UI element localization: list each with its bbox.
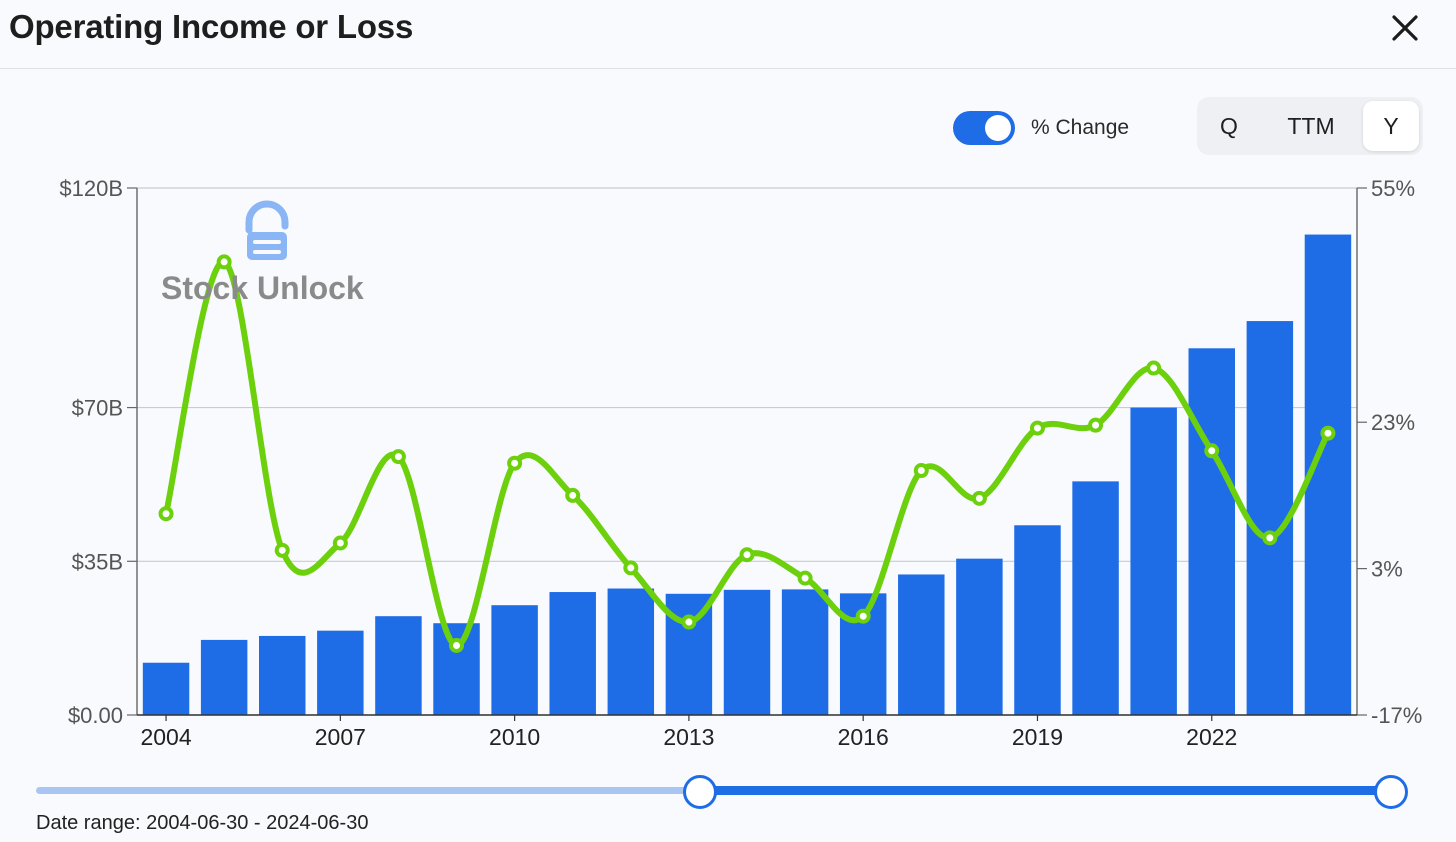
point-2004[interactable] (158, 506, 174, 522)
right-axis-labels: -17% 3% 23% 55% (1371, 176, 1422, 728)
period-y-button[interactable]: Y (1363, 101, 1419, 151)
watermark: Stock Unlock (161, 200, 381, 310)
bar-2019[interactable] (1014, 525, 1061, 715)
y-right-tick-label: 3% (1371, 557, 1403, 582)
y-right-tick-label: -17% (1371, 703, 1422, 728)
point-2023[interactable] (1262, 530, 1278, 546)
percent-change-toggle[interactable] (953, 111, 1015, 145)
bar-2007[interactable] (317, 630, 364, 715)
x-tick-label: 2013 (663, 724, 714, 750)
point-2013[interactable] (681, 614, 697, 630)
bar-2011[interactable] (549, 592, 596, 715)
bar-2008[interactable] (375, 616, 422, 715)
date-range-label: Date range: 2004-06-30 - 2024-06-30 (36, 812, 369, 834)
point-2021[interactable] (1146, 360, 1162, 376)
slider-start-handle[interactable] (683, 775, 717, 809)
slider-selected-range (698, 786, 1390, 795)
point-2007[interactable] (332, 535, 348, 551)
slider-end-handle[interactable] (1374, 775, 1408, 809)
bar-2012[interactable] (607, 588, 655, 715)
close-button[interactable] (1383, 8, 1427, 48)
y-right-tick-label: 23% (1371, 410, 1415, 435)
x-tick-label: 2004 (140, 724, 191, 750)
bar-2005[interactable] (200, 639, 248, 715)
left-axis-labels: $0.00 $35B $70B $120B (59, 176, 123, 728)
percent-change-label: % Change (1031, 116, 1130, 139)
bar-2004[interactable] (142, 662, 190, 715)
bar-2020[interactable] (1072, 481, 1119, 715)
point-2019[interactable] (1029, 420, 1045, 436)
y-tick-label: $35B (72, 549, 123, 574)
point-2018[interactable] (971, 490, 987, 506)
x-tick-label: 2007 (315, 724, 366, 750)
toggle-knob (985, 115, 1011, 141)
y-right-tick-label: 55% (1371, 176, 1415, 201)
point-2006[interactable] (274, 542, 290, 558)
point-2022[interactable] (1204, 443, 1220, 459)
percent-change-control: % Change (953, 111, 1129, 145)
x-tick-label: 2016 (838, 724, 889, 750)
point-2011[interactable] (565, 487, 581, 503)
bar-2018[interactable] (956, 558, 1003, 715)
point-2017[interactable] (913, 463, 929, 479)
period-selector: Q TTM Y (1197, 97, 1423, 155)
point-2009[interactable] (449, 637, 465, 653)
x-tick-label: 2022 (1186, 724, 1237, 750)
y-tick-label: $0.00 (68, 703, 123, 728)
bar-2014[interactable] (723, 589, 771, 715)
modal-header: Operating Income or Loss (0, 0, 1456, 69)
period-q-button[interactable]: Q (1220, 113, 1238, 139)
period-ttm-button[interactable]: TTM (1287, 113, 1335, 139)
x-tick-label: 2019 (1012, 724, 1063, 750)
bar-2021[interactable] (1130, 407, 1177, 715)
point-2008[interactable] (390, 449, 406, 465)
watermark-text: Stock Unlock (161, 270, 364, 306)
point-2005[interactable] (216, 254, 232, 270)
point-2024[interactable] (1320, 425, 1336, 441)
point-2010[interactable] (507, 455, 523, 471)
bar-2006[interactable] (259, 635, 306, 715)
y-tick-label: $120B (59, 176, 123, 201)
point-2012[interactable] (623, 560, 639, 576)
percent-change-series (158, 254, 1336, 653)
page-title: Operating Income or Loss (9, 8, 414, 45)
point-2016[interactable] (855, 608, 871, 624)
bar-2010[interactable] (491, 605, 538, 715)
bar-2009[interactable] (433, 623, 480, 715)
bar-2022[interactable] (1188, 348, 1235, 715)
point-2014[interactable] (739, 547, 755, 563)
stock-unlock-logo-icon (245, 200, 289, 260)
point-2020[interactable] (1088, 417, 1104, 433)
y-tick-label: $70B (72, 396, 123, 421)
date-range-slider[interactable] (36, 774, 1420, 809)
axes (127, 187, 1367, 721)
bar-2015[interactable] (781, 589, 829, 715)
bar-2017[interactable] (898, 574, 945, 715)
close-icon (1392, 15, 1418, 41)
x-axis-labels: 2004 2007 2010 2013 2016 2019 2022 (140, 724, 1237, 750)
x-tick-label: 2010 (489, 724, 540, 750)
point-2015[interactable] (797, 570, 813, 586)
